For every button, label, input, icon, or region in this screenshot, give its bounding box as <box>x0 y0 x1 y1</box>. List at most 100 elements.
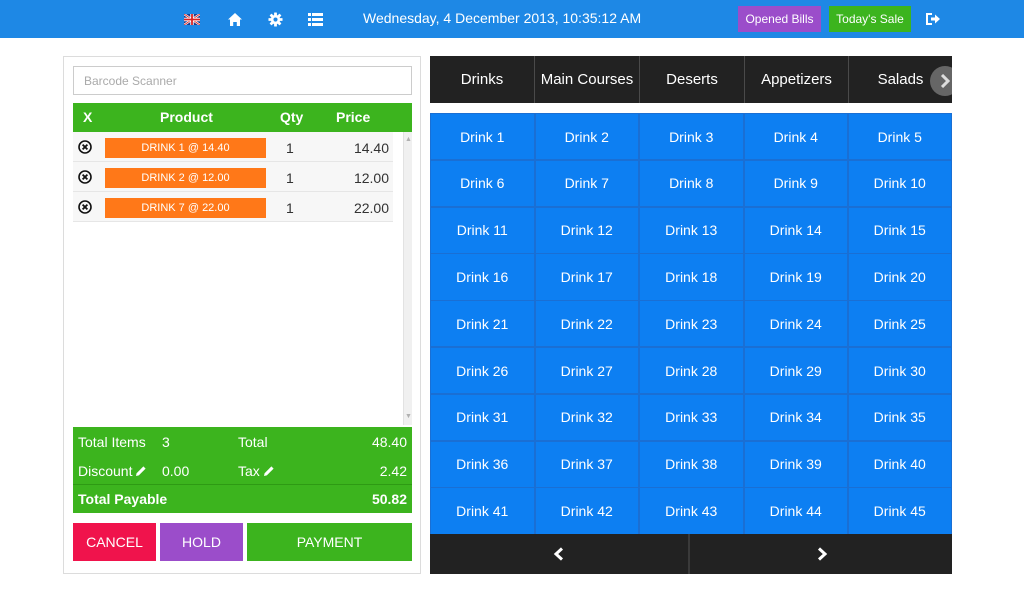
discount-label: Discount <box>78 463 147 479</box>
product-pager <box>430 534 952 574</box>
category-tab-deserts[interactable]: Deserts <box>640 56 745 103</box>
todays-sale-button[interactable]: Today's Sale <box>829 6 911 32</box>
next-page-button[interactable] <box>692 534 952 574</box>
product-button[interactable]: Drink 17 <box>535 254 638 300</box>
order-items-list: DRINK 1 @ 14.40 1 14.40 DRINK 2 @ 12.00 … <box>73 132 412 425</box>
product-button[interactable]: Drink 7 <box>535 160 638 207</box>
product-button[interactable]: Drink 45 <box>849 488 951 534</box>
product-button[interactable]: Drink 35 <box>849 394 951 441</box>
product-button[interactable]: Drink 3 <box>640 114 743 160</box>
order-item-qty[interactable]: 1 <box>286 140 294 156</box>
product-button[interactable]: Drink 14 <box>744 207 847 253</box>
remove-item-icon[interactable] <box>78 140 92 154</box>
chevron-left-icon <box>553 547 564 561</box>
product-button[interactable]: Drink 10 <box>849 160 951 207</box>
order-row: DRINK 2 @ 12.00 1 12.00 <box>73 162 393 192</box>
price-column-header: Price <box>336 109 371 125</box>
product-button[interactable]: Drink 29 <box>744 348 847 394</box>
order-item-price: 12.00 <box>353 170 389 186</box>
order-panel: X Product Qty Price DRINK 1 @ 14.40 1 14… <box>63 56 421 574</box>
product-button[interactable]: Drink 34 <box>744 394 847 441</box>
product-button[interactable]: Drink 31 <box>431 394 534 441</box>
opened-bills-button[interactable]: Opened Bills <box>738 6 821 32</box>
order-item-price: 14.40 <box>353 140 389 156</box>
order-item-product-button[interactable]: DRINK 2 @ 12.00 <box>105 168 266 188</box>
product-button[interactable]: Drink 38 <box>640 441 743 487</box>
qty-column-header: Qty <box>280 109 304 125</box>
order-item-qty[interactable]: 1 <box>286 170 294 186</box>
product-button[interactable]: Drink 25 <box>849 301 951 347</box>
product-button[interactable]: Drink 22 <box>535 301 638 347</box>
barcode-scanner-input[interactable] <box>73 66 412 95</box>
order-table-header: X Product Qty Price <box>73 103 412 132</box>
product-button[interactable]: Drink 2 <box>535 114 638 160</box>
logout-icon[interactable] <box>924 9 942 29</box>
order-row: DRINK 7 @ 22.00 1 22.00 <box>73 192 393 222</box>
product-button[interactable]: Drink 19 <box>744 254 847 300</box>
product-button[interactable]: Drink 1 <box>431 114 534 160</box>
product-button[interactable]: Drink 18 <box>640 254 743 300</box>
list-icon[interactable] <box>306 9 324 29</box>
category-tab-drinks[interactable]: Drinks <box>430 56 535 103</box>
edit-tax-pencil-icon[interactable] <box>263 464 275 476</box>
previous-page-button[interactable] <box>430 534 690 574</box>
discount-label-text: Discount <box>78 463 133 479</box>
order-item-qty[interactable]: 1 <box>286 200 294 216</box>
product-button[interactable]: Drink 21 <box>431 301 534 347</box>
product-button[interactable]: Drink 44 <box>744 488 847 534</box>
product-grid: Drink 1 Drink 2 Drink 3 Drink 4 Drink 5 Drink… <box>430 113 952 534</box>
tax-value: 2.42 <box>379 463 407 479</box>
product-button[interactable]: Drink 5 <box>849 114 951 160</box>
product-button[interactable]: Drink 32 <box>535 394 638 441</box>
total-payable-value: 50.82 <box>371 491 407 507</box>
order-item-product-button[interactable]: DRINK 7 @ 22.00 <box>105 198 266 218</box>
order-row: DRINK 1 @ 14.40 1 14.40 <box>73 132 393 162</box>
total-label: Total <box>238 434 268 450</box>
uk-flag-icon[interactable] <box>184 14 200 25</box>
product-button[interactable]: Drink 41 <box>431 488 534 534</box>
edit-discount-pencil-icon[interactable] <box>135 464 147 476</box>
remove-item-icon[interactable] <box>78 200 92 214</box>
tax-label: Tax <box>238 463 275 479</box>
remove-column-header: X <box>83 109 93 125</box>
product-button[interactable]: Drink 16 <box>431 254 534 300</box>
product-button[interactable]: Drink 24 <box>744 301 847 347</box>
remove-item-icon[interactable] <box>78 170 92 184</box>
product-button[interactable]: Drink 15 <box>849 207 951 253</box>
home-icon[interactable] <box>226 9 244 29</box>
product-button[interactable]: Drink 4 <box>744 114 847 160</box>
scroll-down-arrow-icon[interactable]: ▼ <box>405 413 412 420</box>
tax-label-text: Tax <box>238 463 260 479</box>
product-button[interactable]: Drink 27 <box>535 348 638 394</box>
product-button[interactable]: Drink 36 <box>431 441 534 487</box>
product-button[interactable]: Drink 9 <box>744 160 847 207</box>
gear-icon[interactable] <box>266 9 284 29</box>
order-list-scrollbar[interactable]: ▲ ▼ <box>403 132 412 425</box>
product-button[interactable]: Drink 43 <box>640 488 743 534</box>
product-button[interactable]: Drink 28 <box>640 348 743 394</box>
category-tab-appetizers[interactable]: Appetizers <box>745 56 849 103</box>
product-button[interactable]: Drink 42 <box>535 488 638 534</box>
scroll-up-arrow-icon[interactable]: ▲ <box>405 136 412 143</box>
category-next-chevron-icon[interactable] <box>930 66 952 96</box>
product-button[interactable]: Drink 40 <box>849 441 951 487</box>
product-button[interactable]: Drink 33 <box>640 394 743 441</box>
payment-button[interactable]: PAYMENT <box>247 523 412 561</box>
category-tab-main-courses[interactable]: Main Courses <box>535 56 640 103</box>
product-button[interactable]: Drink 30 <box>849 348 951 394</box>
cancel-button[interactable]: CANCEL <box>73 523 156 561</box>
product-button[interactable]: Drink 13 <box>640 207 743 253</box>
product-button[interactable]: Drink 8 <box>640 160 743 207</box>
product-button[interactable]: Drink 6 <box>431 160 534 207</box>
product-button[interactable]: Drink 26 <box>431 348 534 394</box>
order-totals: Total Items 3 Total 48.40 Discount 0.00 … <box>73 427 412 513</box>
order-item-product-button[interactable]: DRINK 1 @ 14.40 <box>105 138 266 158</box>
product-button[interactable]: Drink 39 <box>744 441 847 487</box>
product-button[interactable]: Drink 12 <box>535 207 638 253</box>
product-button[interactable]: Drink 11 <box>431 207 534 253</box>
product-button[interactable]: Drink 23 <box>640 301 743 347</box>
product-button[interactable]: Drink 20 <box>849 254 951 300</box>
hold-button[interactable]: HOLD <box>160 523 243 561</box>
category-tab-salads[interactable]: Salads <box>877 71 924 88</box>
product-button[interactable]: Drink 37 <box>535 441 638 487</box>
